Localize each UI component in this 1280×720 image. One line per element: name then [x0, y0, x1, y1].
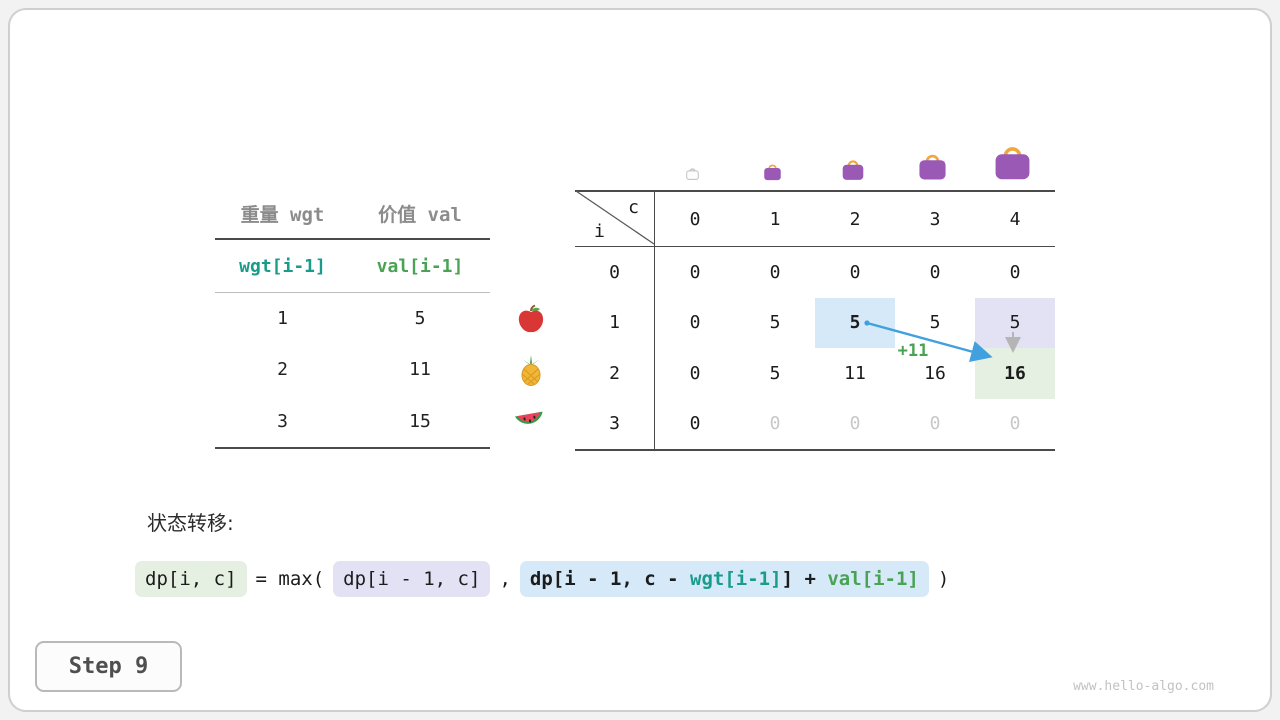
formula-option2-mid: ] +: [781, 568, 828, 590]
dp-col-header-0: 0: [655, 192, 735, 247]
transition-label: 状态转移:: [147, 511, 234, 535]
formula-option2-val: val[i-1]: [827, 568, 919, 590]
dp-cell-0-4: 0: [1009, 261, 1021, 283]
dp-cell-3-1: 0: [769, 413, 781, 435]
dp-cell-3-4: 0: [1009, 413, 1021, 435]
bag-icon-1: [764, 164, 781, 181]
dp-col-header-3: 3: [895, 192, 975, 247]
bag-icon-3: [919, 154, 946, 180]
dp-cell-0-0: 0: [689, 261, 701, 283]
weights-col-header-val: 价值 val: [350, 188, 490, 240]
apple-icon: [518, 304, 544, 333]
dp-cell-2-2: 11: [844, 362, 866, 384]
watermark: www.hello-algo.com: [1073, 679, 1214, 694]
bag-icon-empty: [686, 168, 699, 180]
weights-row1-val: 5: [414, 308, 426, 329]
bag-icon-4: [995, 147, 1030, 180]
dp-cell-1-3: 5: [929, 312, 941, 334]
formula-separator: ,: [499, 568, 511, 590]
dp-cell-1-4-above-highlight: 5: [975, 297, 1055, 348]
weights-formula-wgt: wgt[i-1]: [215, 240, 350, 293]
dp-corner-row-var: i: [594, 221, 605, 242]
dp-table: i c 0 1 2 3 4 0 0 0 0 0 0 1 0 5 5 5 5 2 …: [575, 190, 1055, 451]
dp-cell-1-2-source-highlight: 5: [815, 297, 895, 348]
weights-row1-wgt: 1: [277, 308, 288, 329]
dp-cell-2-4-result-highlight: 16: [975, 348, 1055, 399]
dp-col-header-4: 4: [975, 192, 1055, 247]
step-badge: Step 9: [35, 641, 182, 692]
dp-cell-0-3: 0: [929, 261, 941, 283]
watermelon-icon: [514, 411, 543, 424]
formula-option2-wgt: wgt[i-1]: [690, 568, 782, 590]
dp-cell-2-3: 16: [924, 362, 946, 384]
weights-table: 重量 wgt 价值 val wgt[i-1] val[i-1] 1 5 2 11…: [215, 188, 490, 449]
formula-lhs-box: dp[i, c]: [135, 561, 247, 597]
dp-row-header-1: 1: [575, 297, 655, 348]
dp-cell-2-1: 5: [769, 362, 781, 384]
dp-row-header-2: 2: [575, 348, 655, 399]
dp-corner-cell: i c: [575, 192, 655, 247]
dp-row-header-3: 3: [575, 398, 655, 449]
weights-formula-val: val[i-1]: [350, 240, 490, 293]
transition-formula: dp[i, c] = max( dp[i - 1, c] , dp[i - 1,…: [135, 561, 949, 597]
dp-cell-3-0: 0: [689, 413, 701, 435]
dp-cell-1-0: 0: [689, 312, 701, 334]
dp-row-header-0: 0: [575, 247, 655, 298]
formula-close-paren: ): [937, 568, 950, 590]
weights-row2-wgt: 2: [277, 359, 288, 380]
weights-row3-val: 15: [409, 410, 431, 432]
dp-col-header-2: 2: [815, 192, 895, 247]
dp-cell-2-0: 0: [689, 362, 701, 384]
pineapple-icon: [521, 355, 541, 386]
dp-cell-3-2: 0: [849, 413, 861, 435]
dp-cell-1-1: 5: [769, 312, 781, 334]
dp-corner-col-var: c: [628, 197, 639, 218]
formula-option2-prefix: dp[i - 1, c -: [529, 568, 691, 590]
weights-row2-val: 11: [409, 359, 431, 380]
weights-row3-wgt: 3: [277, 410, 288, 432]
formula-option2-box: dp[i - 1, c - wgt[i-1]] + val[i-1]: [519, 561, 929, 597]
dp-col-header-1: 1: [735, 192, 815, 247]
dp-cell-0-1: 0: [769, 261, 781, 283]
formula-equals-max: = max(: [255, 568, 325, 590]
bag-icon-2: [842, 160, 864, 180]
dp-cell-0-2: 0: [849, 261, 861, 283]
formula-option1-box: dp[i - 1, c]: [333, 561, 491, 597]
dp-cell-3-3: 0: [929, 413, 941, 435]
weights-col-header-wgt: 重量 wgt: [215, 188, 350, 240]
